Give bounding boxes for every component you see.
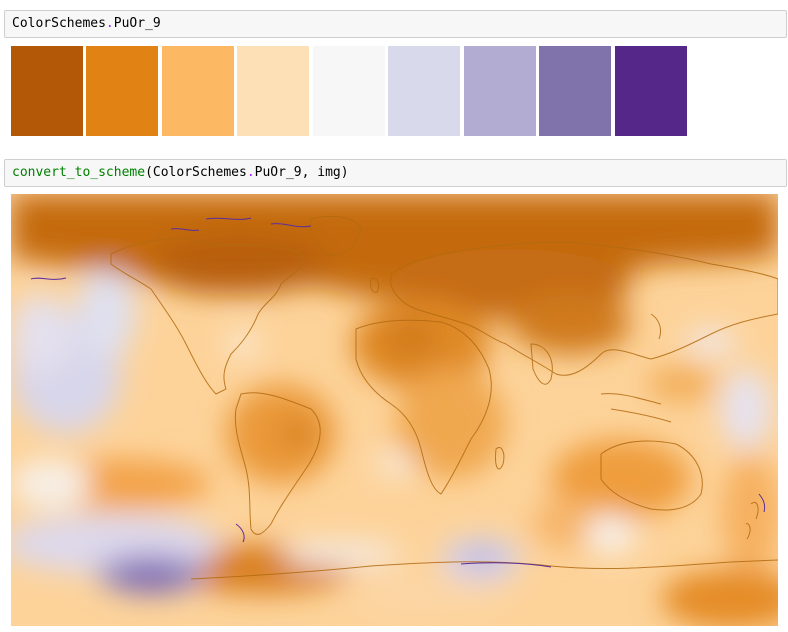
- swatch-1: [11, 46, 83, 136]
- code-token-dot: .: [105, 16, 114, 31]
- world-map-image: [11, 194, 778, 626]
- code-token-scheme: PuOr_9: [113, 16, 161, 31]
- world-map-svg: [11, 194, 778, 626]
- swatch-8: [539, 46, 611, 136]
- swatch-2: [86, 46, 158, 136]
- lake-lines: [30, 217, 766, 568]
- code-cell-colorschemes[interactable]: ColorSchemes.PuOr_9: [4, 10, 787, 38]
- temperature-field: [11, 194, 778, 626]
- code-token-scheme: PuOr_9: [254, 165, 302, 180]
- coastlines: [110, 216, 778, 580]
- swatch-3: [162, 46, 234, 136]
- code-token-module: ColorSchemes: [12, 16, 106, 31]
- swatch-9: [615, 46, 687, 136]
- code-token-args: , img): [301, 165, 349, 180]
- code-token-function: convert_to_scheme: [12, 165, 146, 180]
- code-cell-convert[interactable]: convert_to_scheme(ColorSchemes.PuOr_9, i…: [4, 159, 787, 187]
- code-token-dot: .: [246, 165, 255, 180]
- swatch-6: [388, 46, 460, 136]
- swatch-7: [464, 46, 536, 136]
- swatch-5: [313, 46, 385, 136]
- code-token-paren: (: [145, 165, 153, 180]
- swatch-4: [237, 46, 309, 136]
- code-token-module: ColorSchemes: [152, 165, 247, 180]
